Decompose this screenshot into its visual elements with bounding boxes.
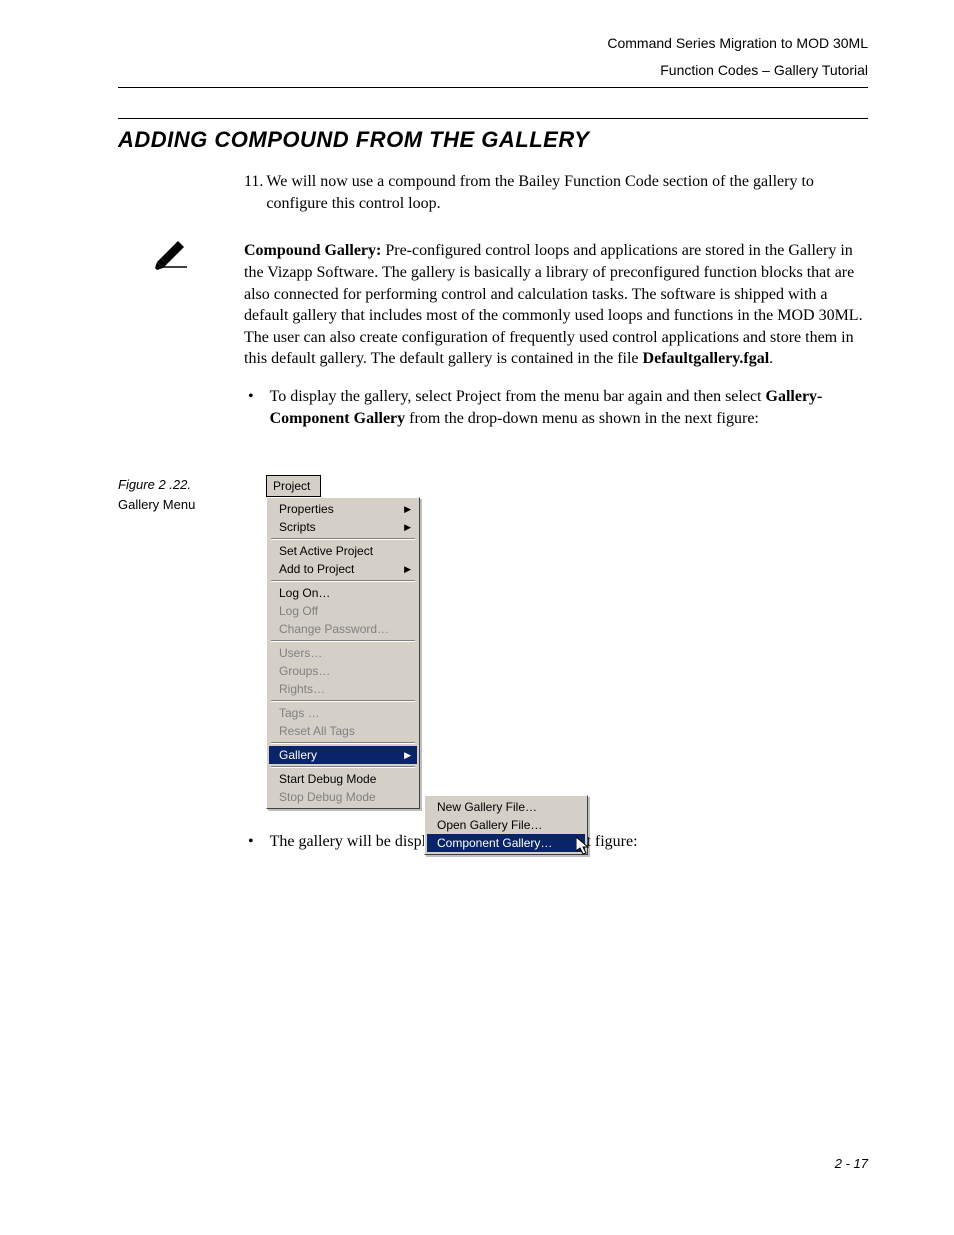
menu-item-label: Change Password… <box>279 622 389 636</box>
bullet-dot: • <box>244 386 254 429</box>
bullet-dot: • <box>244 831 254 853</box>
section-rule <box>118 118 868 119</box>
bullet1-lead: To display the gallery, select Project f… <box>270 388 766 405</box>
menu-item-label: Rights… <box>279 682 325 696</box>
project-dropdown: Properties ▶ Scripts ▶ Set Active Project Add… <box>266 497 420 809</box>
menu-item-properties[interactable]: Properties ▶ <box>269 500 417 518</box>
menu-item-label: Stop Debug Mode <box>279 790 376 804</box>
menu-item-log-off: Log Off <box>269 602 417 620</box>
menubar-project[interactable]: Project <box>266 475 321 497</box>
menu-separator <box>271 766 415 768</box>
section-heading: ADDING COMPOUND FROM THE GALLERY <box>118 127 868 153</box>
step-text: We will now use a compound from the Bail… <box>266 171 868 214</box>
menu-item-label: Tags … <box>279 706 320 720</box>
menu-item-label: Set Active Project <box>279 544 373 558</box>
menu-item-tags: Tags … <box>269 704 417 722</box>
submenu-item-component-gallery[interactable]: Component Gallery… <box>427 834 585 852</box>
menu-item-rights: Rights… <box>269 680 417 698</box>
menu-separator <box>271 742 415 744</box>
page-number: 2 - 17 <box>835 1156 868 1171</box>
header-line-1: Command Series Migration to MOD 30ML <box>118 30 868 57</box>
menu-item-set-active-project[interactable]: Set Active Project <box>269 542 417 560</box>
menu-item-label: Reset All Tags <box>279 724 355 738</box>
menu-item-change-password: Change Password… <box>269 620 417 638</box>
menu-separator <box>271 580 415 582</box>
menu-item-label: Properties <box>279 502 334 516</box>
submenu-arrow-icon: ▶ <box>404 750 411 761</box>
bullet-display-gallery: • To display the gallery, select Project… <box>244 386 868 429</box>
pencil-note-icon <box>118 240 244 270</box>
menu-item-label: Scripts <box>279 520 316 534</box>
menu-separator <box>271 538 415 540</box>
header-rule <box>118 87 868 88</box>
menu-item-log-on[interactable]: Log On… <box>269 584 417 602</box>
figure-caption: Figure 2 .22. Gallery Menu <box>118 475 266 514</box>
menu-item-users: Users… <box>269 644 417 662</box>
menu-separator <box>271 640 415 642</box>
menu-item-label: Users… <box>279 646 322 660</box>
submenu-arrow-icon: ▶ <box>404 522 411 533</box>
figure-title: Gallery Menu <box>118 495 266 515</box>
menu-item-reset-all-tags: Reset All Tags <box>269 722 417 740</box>
menu-separator <box>271 700 415 702</box>
menu-item-stop-debug-mode: Stop Debug Mode <box>269 788 417 806</box>
menu-item-label: Log On… <box>279 586 330 600</box>
page-header: Command Series Migration to MOD 30ML Fun… <box>118 30 868 83</box>
note-tail: . <box>769 350 773 367</box>
gallery-submenu: New Gallery File… Open Gallery File… Compo… <box>424 795 588 855</box>
submenu-arrow-icon: ▶ <box>404 564 411 575</box>
step-number: 11. <box>244 171 263 214</box>
note-label: Compound Gallery: <box>244 242 381 259</box>
figure-number: Figure 2 .22. <box>118 475 266 495</box>
menu-item-label: Log Off <box>279 604 318 618</box>
menu-item-scripts[interactable]: Scripts ▶ <box>269 518 417 536</box>
menu-item-groups: Groups… <box>269 662 417 680</box>
submenu-item-open-gallery-file[interactable]: Open Gallery File… <box>427 816 585 834</box>
menu-item-add-to-project[interactable]: Add to Project ▶ <box>269 560 417 578</box>
menu-item-label: Gallery <box>279 748 317 762</box>
note-body: Pre-configured control loops and applica… <box>244 242 863 367</box>
menu-item-label: Open Gallery File… <box>437 818 542 832</box>
menu-item-label: Groups… <box>279 664 330 678</box>
menu-item-label: Add to Project <box>279 562 354 576</box>
cursor-icon <box>576 837 592 860</box>
note-filename: Defaultgallery.fgal <box>643 350 770 367</box>
menu-item-label: Component Gallery… <box>437 836 552 850</box>
project-menu-screenshot: Project Properties ▶ Scripts ▶ Set Active Pr… <box>266 475 420 809</box>
menu-item-label: New Gallery File… <box>437 800 537 814</box>
menu-item-start-debug-mode[interactable]: Start Debug Mode <box>269 770 417 788</box>
header-line-2: Function Codes – Gallery Tutorial <box>118 57 868 84</box>
bullet1-tail: from the drop-down menu as shown in the … <box>405 410 759 427</box>
menubar-label: Project <box>273 479 310 493</box>
menu-item-gallery[interactable]: Gallery ▶ <box>269 746 417 764</box>
compound-gallery-note: Compound Gallery: Pre-configured control… <box>244 240 868 370</box>
submenu-arrow-icon: ▶ <box>404 504 411 515</box>
step-11: 11. We will now use a compound from the … <box>244 171 868 214</box>
menu-item-label: Start Debug Mode <box>279 772 376 786</box>
submenu-item-new-gallery-file[interactable]: New Gallery File… <box>427 798 585 816</box>
